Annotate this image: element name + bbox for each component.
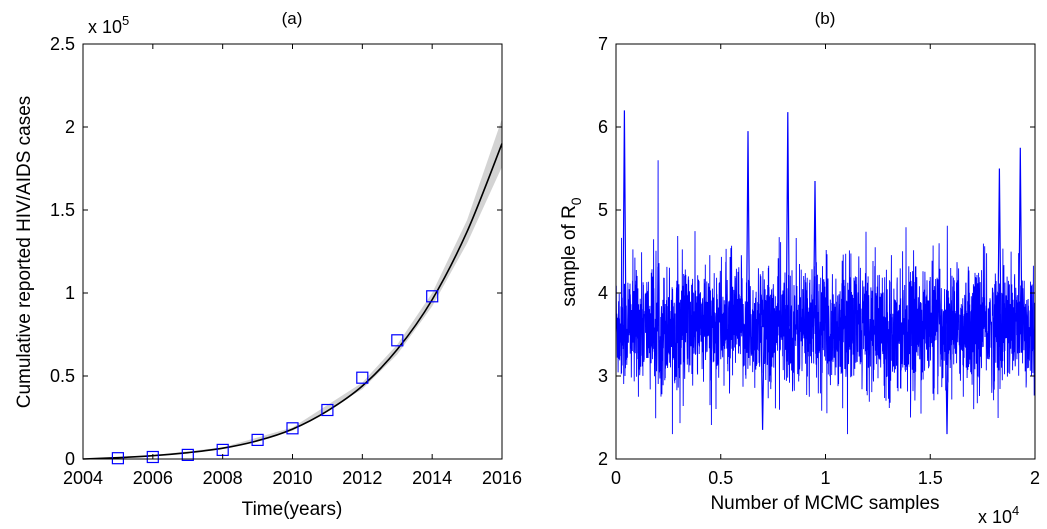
y-exponent-a: x 105 xyxy=(88,13,129,37)
x-exponent-base-b: x 10 xyxy=(978,507,1012,527)
y-axis-label-a: Cumulative reported HIV/AIDS cases xyxy=(14,96,35,409)
fitted-curve xyxy=(82,143,503,460)
x-tick-label: 2008 xyxy=(203,468,243,488)
data-point xyxy=(146,450,159,464)
panel-b: 0 0.5 1 1.5 2 2 3 4 5 6 7 (b) Number of MCMC samp… xyxy=(559,9,1040,527)
y-exponent-power-a: 5 xyxy=(122,13,129,28)
y-tick-label: 2 xyxy=(65,117,75,137)
trace-spike xyxy=(760,326,765,430)
data-point xyxy=(216,443,229,456)
panel-a: 2004 2006 2008 2010 2012 2014 2016 0 0.5 1 1.5 2 2.… xyxy=(14,9,522,520)
x-tick-labels-a: 2004 2006 2008 2010 2012 2014 2016 xyxy=(63,468,522,488)
y-tick-label: 4 xyxy=(598,283,608,303)
trace-spike xyxy=(785,112,790,327)
x-tick-label: 2006 xyxy=(133,468,173,488)
x-axis-label-b: Number of MCMC samples xyxy=(710,493,939,514)
axes-box-a xyxy=(82,43,503,460)
y-tick-labels-a: 0 0.5 1 1.5 2 2.5 xyxy=(50,34,75,469)
y-tick-label: 7 xyxy=(598,34,608,54)
y-tick-label: 6 xyxy=(598,117,608,137)
data-point xyxy=(251,433,264,446)
x-exponent-b: x 104 xyxy=(978,503,1019,527)
x-tick-label: 0.5 xyxy=(708,468,733,488)
x-tick-label: 1.5 xyxy=(918,468,943,488)
trace-spike xyxy=(1018,147,1023,327)
data-point xyxy=(391,334,404,347)
data-point xyxy=(286,422,299,435)
mcmc-trace xyxy=(616,110,1035,435)
trace-spike xyxy=(745,131,751,327)
y-tick-label: 2.5 xyxy=(50,34,75,54)
y-tick-label: 0 xyxy=(65,449,75,469)
x-tick-label: 2014 xyxy=(412,468,452,488)
trace-spike xyxy=(622,110,627,327)
y-tick-label: 3 xyxy=(598,366,608,386)
trace-clip xyxy=(616,110,1035,435)
observed-data-markers xyxy=(111,290,439,465)
y-tick-label: 1.5 xyxy=(50,200,75,220)
x-tick-label: 2004 xyxy=(63,468,103,488)
data-point xyxy=(356,371,369,384)
data-point xyxy=(181,448,194,461)
x-tick-label: 2 xyxy=(1030,468,1040,488)
y-tick-label: 5 xyxy=(598,200,608,220)
chart-title-a: (a) xyxy=(282,9,303,28)
trace-line xyxy=(616,160,1035,435)
x-tick-label: 2012 xyxy=(342,468,382,488)
y-tick-label: 0.5 xyxy=(50,366,75,386)
chart-title-b: (b) xyxy=(815,9,836,28)
x-tick-labels-b: 0 0.5 1 1.5 2 xyxy=(611,468,1040,488)
tick-marks-a xyxy=(82,43,503,460)
y-axis-label-b-sub: 0 xyxy=(568,197,584,205)
y-exponent-base-a: x 10 xyxy=(88,17,122,37)
y-axis-label-b: sample of R0 xyxy=(559,197,584,306)
x-exponent-power-b: 4 xyxy=(1012,503,1019,518)
x-tick-label: 2016 xyxy=(482,468,522,488)
fit-line xyxy=(82,143,503,460)
x-tick-label: 1 xyxy=(820,468,830,488)
axes-box-b xyxy=(615,43,1036,460)
x-tick-label: 2010 xyxy=(272,468,312,488)
tick-marks-b xyxy=(615,43,1036,460)
data-point xyxy=(321,403,334,417)
data-point xyxy=(426,290,439,303)
x-axis-label-a: Time(years) xyxy=(242,499,343,520)
trace-spike xyxy=(997,168,1002,327)
trace-spike xyxy=(812,180,818,327)
y-tick-label: 1 xyxy=(65,283,75,303)
data-point xyxy=(111,452,125,465)
x-tick-label: 0 xyxy=(611,468,621,488)
y-axis-label-b-main: sample of R xyxy=(559,205,580,306)
y-tick-labels-b: 2 3 4 5 6 7 xyxy=(598,34,608,469)
y-tick-label: 2 xyxy=(598,449,608,469)
trace-spike xyxy=(944,326,950,435)
